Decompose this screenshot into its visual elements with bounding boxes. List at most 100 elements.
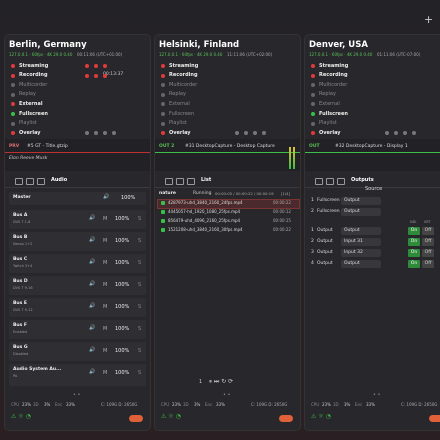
bus-sub: Disabled	[13, 352, 29, 356]
indicator-dot	[394, 131, 398, 136]
indicator-dot	[235, 131, 239, 136]
bus-sub: Twitch 3+4	[13, 264, 33, 268]
item-file: 4445057-hd_1920_1080_25fps.mp4	[168, 209, 241, 214]
bus-row	[9, 298, 146, 317]
out-value: Input 32	[344, 250, 363, 255]
toggle-off[interactable]: Off	[422, 260, 434, 268]
item-file: 856479-uhd_4096_2160_25fps.mp4	[168, 218, 241, 223]
status-dot	[11, 102, 15, 107]
src-n: 1	[311, 198, 314, 203]
preview-tag: OUT	[309, 144, 320, 149]
toggle-off[interactable]: Off	[422, 249, 434, 257]
indicator-dot	[85, 83, 89, 87]
indicator-dot	[244, 93, 248, 97]
toggle-on[interactable]: On	[408, 260, 420, 268]
toggle-off[interactable]: Off	[422, 238, 434, 246]
toggle[interactable]	[429, 415, 440, 422]
out-value: Output	[344, 228, 360, 233]
footer-stat: 3D	[33, 402, 39, 407]
toggle-on[interactable]: On	[408, 227, 420, 235]
footer-stat: 3D	[333, 402, 339, 407]
bus-row	[9, 232, 146, 251]
playlist-state: Running	[193, 191, 212, 196]
footer-stat: CPU	[311, 402, 320, 407]
footer-stat: 33%	[66, 402, 75, 407]
indicator-dot	[394, 93, 398, 97]
bus-row	[9, 254, 146, 273]
solo: S	[138, 238, 142, 244]
indicator-dot	[262, 74, 266, 78]
playlist-name: nature	[159, 191, 176, 196]
status-dot	[311, 92, 315, 97]
status-dot	[11, 83, 15, 88]
toggle-on[interactable]: On	[408, 249, 420, 257]
panel-title: Berlin, Germany	[9, 40, 87, 50]
item-icon	[161, 228, 165, 232]
item-duration: 00:00:12	[273, 209, 291, 214]
toggle-off[interactable]: Off	[422, 227, 434, 235]
toggle[interactable]	[129, 415, 143, 422]
master-name: Master	[13, 195, 31, 200]
indicator-dot	[385, 131, 389, 136]
indicator-dot	[103, 131, 107, 136]
item-duration: 00:00:22	[273, 200, 291, 205]
indicator-dot	[112, 64, 116, 68]
item-icon	[161, 201, 165, 205]
src-type: Fullscreen	[317, 209, 340, 214]
status-label: Recording	[169, 72, 198, 79]
status-label: External	[169, 100, 190, 107]
src-n: 2	[311, 209, 314, 214]
indicator-dot	[403, 102, 407, 106]
footer-stat: Enc	[55, 402, 63, 407]
status-label: Fullscreen	[19, 110, 48, 117]
tab-underline	[5, 187, 150, 188]
indicator-dot	[235, 93, 239, 97]
out-n: 4	[311, 261, 314, 266]
tab-icon	[26, 178, 34, 185]
indicator-dot	[394, 74, 398, 78]
src-select	[341, 208, 381, 216]
indicator-dot	[253, 102, 257, 106]
out-value: Input 31	[344, 239, 363, 244]
indicator-dot	[112, 74, 116, 78]
indicator-dot	[412, 131, 416, 136]
toggle-on[interactable]: On	[408, 238, 420, 246]
status-dot	[161, 102, 165, 107]
status-label: Recording	[19, 72, 48, 79]
indicator-dot	[412, 102, 416, 106]
bus-level: 100%	[115, 370, 130, 376]
speaker: 🔊	[89, 303, 96, 309]
solo: S	[138, 326, 142, 332]
indicator-dot	[412, 112, 416, 116]
status-dot	[311, 64, 315, 68]
footer-icons: ⚠ ☼ ◔	[161, 413, 181, 420]
preview-tag: OUT 2	[159, 144, 175, 149]
toggle[interactable]	[279, 415, 293, 422]
bus-level: 100%	[115, 216, 130, 222]
footer-stat: 3%	[194, 402, 201, 407]
tab-label: Audio	[51, 177, 68, 183]
bus-sub: DVS T 1-8	[13, 220, 31, 224]
solo: S	[138, 260, 142, 266]
footer-icons: ⚠ ☼ ◔	[11, 413, 31, 420]
preview-line: #32 DesktopCapture - Display 1	[335, 144, 408, 149]
src-select	[341, 197, 381, 205]
out-type: Output	[317, 261, 333, 266]
bus-sub: DVS T 9-12	[13, 308, 33, 312]
indicator-dot	[412, 83, 416, 87]
out-select	[341, 260, 381, 268]
indicator-dot	[103, 73, 107, 78]
footer-stat: 3%	[44, 402, 51, 407]
mute: M	[103, 326, 108, 332]
indicator-dot	[403, 93, 407, 97]
pager-dots: • •	[73, 392, 81, 398]
add-button[interactable]: +	[424, 13, 434, 26]
indicator-dot	[244, 102, 248, 106]
indicator-dot	[85, 102, 89, 106]
indicator-dot	[262, 112, 266, 116]
tab-label: Outputs	[351, 177, 374, 183]
status-label: Playlist	[169, 120, 187, 127]
status-label: Streaming	[169, 62, 199, 69]
indicator-dot	[403, 122, 407, 126]
